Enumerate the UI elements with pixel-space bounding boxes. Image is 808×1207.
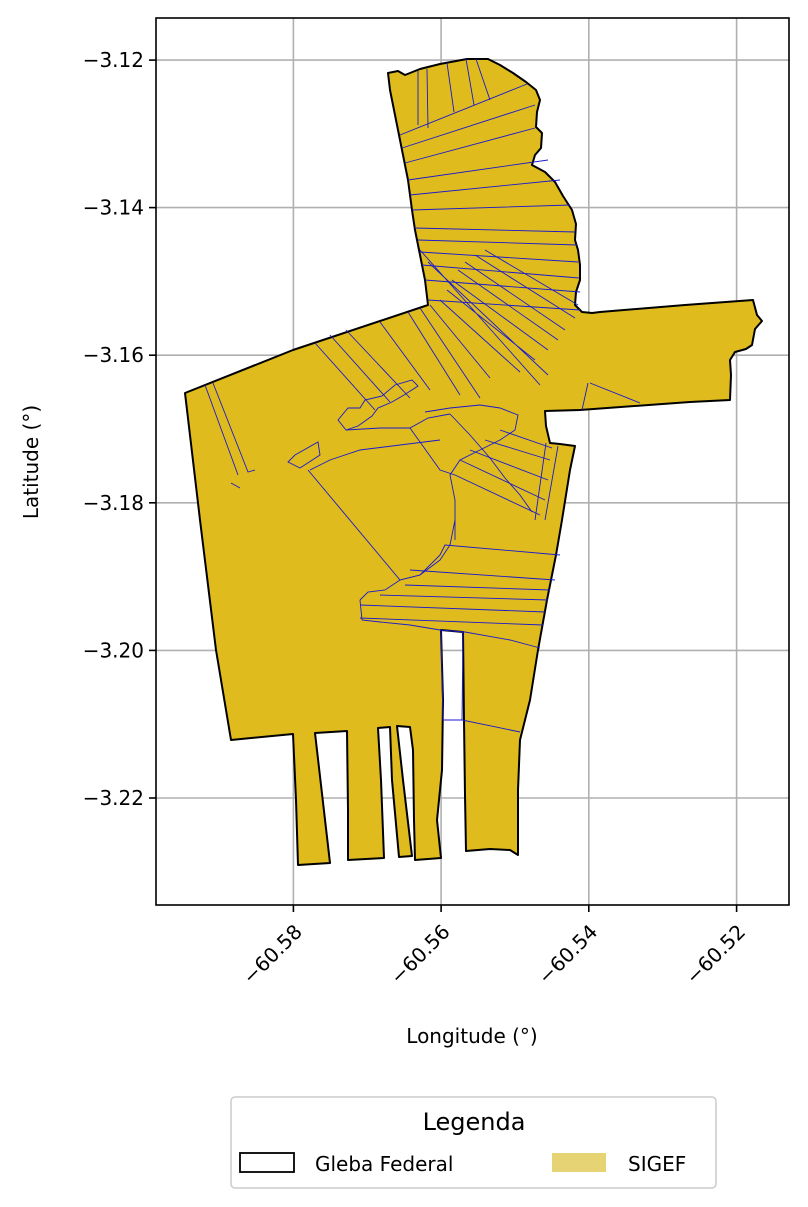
plot-frame [155,17,790,906]
parcel-boundary [314,307,481,411]
gleba-federal-area [184,58,763,866]
y-axis-title: Latitude (°) [19,405,43,519]
parcel-boundary [204,382,256,489]
parcel-boundary [581,382,641,411]
legend-label-gleba-federal: Gleba Federal [315,1152,453,1176]
y-tick-label: −3.22 [83,786,144,810]
parcel-boundary [419,249,579,386]
legend-label-sigef: SIGEF [628,1152,686,1176]
parcel-boundary [359,544,561,626]
parcel-boundary [359,519,541,649]
parcel-boundary [409,413,533,513]
x-tick-label: −60.56 [385,920,454,989]
y-axis-ticks: −3.12 −3.14 −3.16 −3.18 −3.20 −3.22 [83,48,156,810]
parcel-boundary [440,629,521,733]
legend-title: Legenda [423,1108,526,1136]
legend: Legenda Gleba Federal SIGEF [230,1096,717,1189]
x-axis-title: Longitude (°) [406,1024,537,1048]
x-tick-label: −60.52 [681,920,750,989]
legend-swatch-gleba-federal [239,1152,295,1173]
y-tick-label: −3.12 [83,48,144,72]
y-tick-label: −3.14 [83,196,144,220]
parcel-boundary [417,58,491,129]
x-axis-ticks: −60.58 −60.56 −60.54 −60.52 [238,905,750,989]
x-tick-label: −60.54 [533,920,602,989]
y-tick-label: −3.16 [83,343,144,367]
sigef-parcels [204,58,641,733]
parcel-boundary [337,379,419,431]
parcel-boundary [424,404,519,540]
parcel-boundary [287,441,321,469]
legend-swatch-sigef [552,1153,606,1172]
y-tick-label: −3.20 [83,638,144,662]
x-tick-label: −60.58 [238,920,307,989]
gleba-polygon [184,58,763,866]
y-tick-label: −3.18 [83,491,144,515]
parcel-boundary [534,442,559,521]
